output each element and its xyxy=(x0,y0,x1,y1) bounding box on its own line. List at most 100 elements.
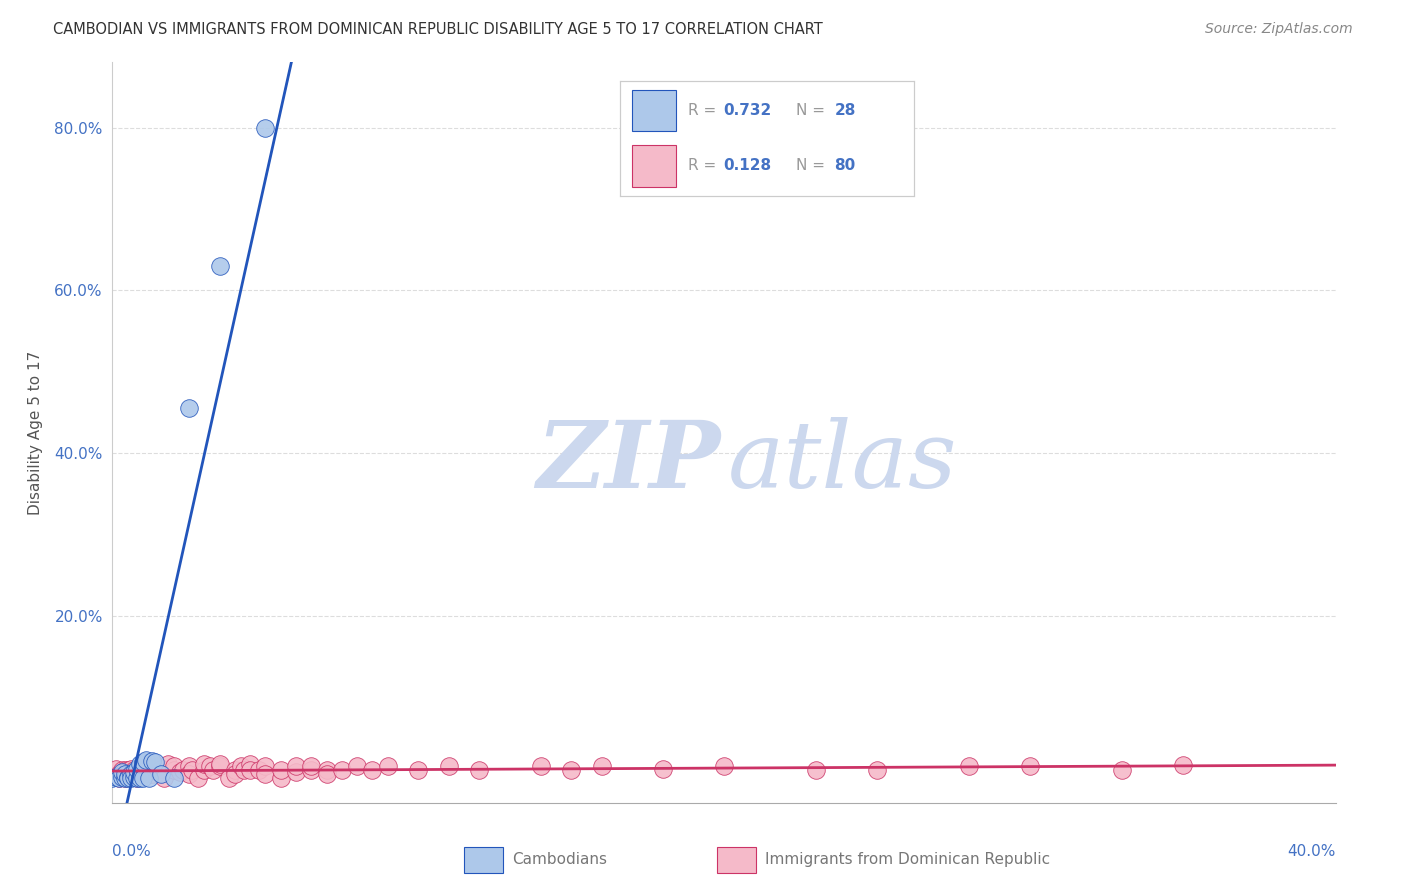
Point xyxy=(591,759,613,773)
Point xyxy=(239,756,262,771)
Point xyxy=(138,764,160,779)
Point xyxy=(437,759,460,773)
Point xyxy=(346,759,368,773)
Point xyxy=(284,759,308,773)
Point xyxy=(153,772,176,786)
Point xyxy=(138,772,160,786)
Point xyxy=(218,772,240,786)
Point xyxy=(132,755,155,769)
Point xyxy=(104,762,127,776)
Point xyxy=(122,770,145,784)
Point xyxy=(114,772,136,786)
Point xyxy=(193,756,215,771)
Point xyxy=(163,772,186,786)
Point xyxy=(163,764,186,778)
Point xyxy=(247,764,270,778)
Point xyxy=(177,401,200,416)
Point xyxy=(114,764,136,778)
Point xyxy=(377,759,399,773)
Point xyxy=(957,759,980,773)
Point xyxy=(468,764,491,778)
Point xyxy=(141,767,163,781)
Point xyxy=(208,759,231,773)
Text: ZIP: ZIP xyxy=(536,417,720,508)
Point xyxy=(866,764,889,778)
Point xyxy=(150,762,173,776)
Point xyxy=(200,759,222,773)
Point xyxy=(111,770,134,784)
Point xyxy=(143,755,166,769)
Point xyxy=(129,772,152,786)
Point xyxy=(111,767,134,781)
Point xyxy=(177,759,200,773)
Point xyxy=(117,764,139,778)
Point xyxy=(361,764,384,778)
Point xyxy=(254,759,277,773)
Point xyxy=(138,759,160,773)
Point xyxy=(122,764,145,779)
Point xyxy=(117,767,139,781)
FancyBboxPatch shape xyxy=(464,847,503,873)
Point xyxy=(148,759,170,773)
Point xyxy=(120,767,142,781)
Point xyxy=(284,764,308,779)
Point xyxy=(122,764,145,778)
Point xyxy=(141,764,163,778)
Point xyxy=(270,764,292,778)
Point xyxy=(315,767,337,781)
Point xyxy=(107,772,129,786)
Point xyxy=(233,764,256,778)
Point xyxy=(172,764,194,778)
Text: Cambodians: Cambodians xyxy=(512,853,607,867)
Point xyxy=(114,767,136,781)
Point xyxy=(1171,757,1194,772)
Point xyxy=(530,759,553,773)
Point xyxy=(229,759,252,773)
Point xyxy=(299,764,322,778)
Text: atlas: atlas xyxy=(728,417,957,508)
Point xyxy=(129,762,152,776)
Text: CAMBODIAN VS IMMIGRANTS FROM DOMINICAN REPUBLIC DISABILITY AGE 5 TO 17 CORRELATI: CAMBODIAN VS IMMIGRANTS FROM DOMINICAN R… xyxy=(53,22,823,37)
Point xyxy=(101,772,124,786)
Point xyxy=(120,762,142,776)
Point xyxy=(652,762,675,776)
Point xyxy=(224,764,246,778)
FancyBboxPatch shape xyxy=(717,847,756,873)
Point xyxy=(299,759,322,773)
Point xyxy=(104,770,127,784)
Point xyxy=(208,756,231,771)
Point xyxy=(156,756,179,771)
Point xyxy=(148,764,170,778)
Point xyxy=(150,767,173,781)
Point xyxy=(169,764,191,779)
Point xyxy=(125,764,148,778)
Point xyxy=(111,764,134,779)
Y-axis label: Disability Age 5 to 17: Disability Age 5 to 17 xyxy=(28,351,44,515)
Point xyxy=(125,772,148,786)
Point xyxy=(1111,764,1133,778)
Point xyxy=(804,764,827,778)
Point xyxy=(129,756,152,771)
Point xyxy=(125,772,148,786)
Point xyxy=(270,772,292,786)
Point xyxy=(560,764,582,778)
Point xyxy=(107,767,129,781)
Text: Immigrants from Dominican Republic: Immigrants from Dominican Republic xyxy=(765,853,1050,867)
Point xyxy=(239,764,262,778)
Text: 0.0%: 0.0% xyxy=(112,844,152,858)
Point xyxy=(177,767,200,781)
Point xyxy=(120,764,142,779)
Point xyxy=(114,772,136,786)
Point xyxy=(330,764,353,778)
Point xyxy=(120,772,142,786)
Text: 40.0%: 40.0% xyxy=(1288,844,1336,858)
Point xyxy=(150,764,173,779)
Text: Source: ZipAtlas.com: Source: ZipAtlas.com xyxy=(1205,22,1353,37)
Point xyxy=(107,772,129,786)
Point xyxy=(117,770,139,784)
Point xyxy=(208,259,231,273)
Point xyxy=(254,120,277,135)
Point xyxy=(1018,759,1040,773)
Point xyxy=(163,759,186,773)
Point xyxy=(408,764,430,778)
